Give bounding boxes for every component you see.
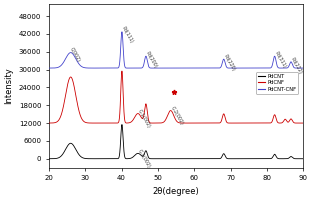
Text: Pd(220): Pd(220) (222, 54, 236, 73)
Text: Pd(222): Pd(222) (290, 57, 303, 75)
Legend: PdCNT, PdCNF, PdCNT-CNF: PdCNT, PdCNF, PdCNT-CNF (256, 72, 298, 94)
Y-axis label: Intensity: Intensity (4, 68, 13, 104)
Text: Pd(311): Pd(311) (273, 51, 287, 69)
Text: C-2(002): C-2(002) (169, 106, 184, 126)
Text: C-1(002): C-1(002) (137, 109, 152, 129)
X-axis label: 2θ(degree): 2θ(degree) (153, 187, 199, 196)
Text: C-1(002): C-1(002) (137, 149, 152, 169)
Text: Pd(111): Pd(111) (120, 26, 134, 44)
Text: C(002): C(002) (69, 47, 81, 63)
Text: Pd(200): Pd(200) (144, 51, 158, 69)
